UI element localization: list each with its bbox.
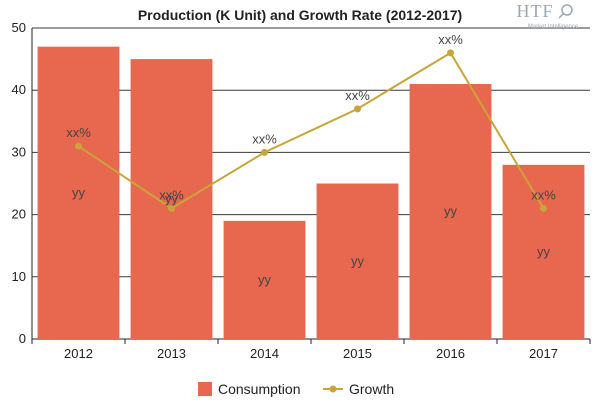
logo-magnifier-icon (561, 4, 573, 16)
point-data-label: xx% (159, 187, 184, 202)
line-layer (75, 49, 547, 212)
x-tick-label: 2014 (250, 346, 279, 361)
legend-consumption-swatch (198, 382, 212, 396)
point-data-label: xx% (531, 187, 556, 202)
point-growth (168, 204, 175, 212)
point-growth (540, 204, 547, 212)
bar-data-label: yy (537, 244, 551, 259)
bar-data-label: yy (444, 203, 458, 218)
logo-main-text: HTF (516, 1, 553, 21)
legend: Consumption Growth (198, 381, 394, 397)
logo: HTF Market Intelligence (516, 1, 578, 30)
bar-consumption (223, 220, 306, 339)
point-data-label: xx% (66, 125, 91, 140)
bars-layer (37, 46, 585, 339)
bar-data-label: yy (72, 185, 86, 200)
labels-layer: 0 10 20 30 40 50 yy yy yy yy yy yy 2012 2013 2014 2015 2… (12, 20, 558, 361)
y-tick-label: 30 (12, 144, 26, 159)
grid-layer (31, 27, 591, 344)
logo-subtitle: Market Intelligence (528, 24, 579, 30)
legend-growth-marker (329, 385, 337, 393)
x-tick-label: 2012 (64, 346, 93, 361)
point-growth (447, 49, 454, 57)
bar-data-label: yy (351, 253, 365, 268)
point-data-label: xx% (438, 32, 463, 47)
point-data-label: xx% (252, 131, 277, 146)
line-growth (77, 51, 545, 210)
bar-data-label: yy (165, 191, 179, 206)
chart-title: Production (K Unit) and Growth Rate (201… (138, 7, 462, 23)
logo-magnifier-handle (558, 13, 564, 19)
y-tick-label: 40 (12, 82, 26, 97)
y-tick-label: 10 (12, 269, 26, 284)
bar-consumption (130, 59, 213, 339)
x-tick-label: 2015 (343, 346, 372, 361)
x-tick-label: 2017 (529, 346, 558, 361)
bar-consumption (316, 183, 399, 339)
bar-consumption (37, 46, 120, 339)
y-tick-label: 0 (19, 331, 26, 346)
point-growth (354, 105, 361, 113)
legend-consumption-label: Consumption (218, 381, 301, 397)
bar-consumption (409, 83, 492, 339)
bar-data-label: yy (258, 272, 272, 287)
point-growth (75, 142, 82, 150)
y-tick-label: 50 (12, 20, 26, 35)
x-tick-label: 2016 (436, 346, 465, 361)
bar-consumption (502, 164, 585, 339)
point-growth (261, 148, 268, 156)
legend-growth-label: Growth (349, 381, 394, 397)
y-tick-label: 20 (12, 207, 26, 222)
x-tick-label: 2013 (157, 346, 186, 361)
point-data-label: xx% (345, 88, 370, 103)
